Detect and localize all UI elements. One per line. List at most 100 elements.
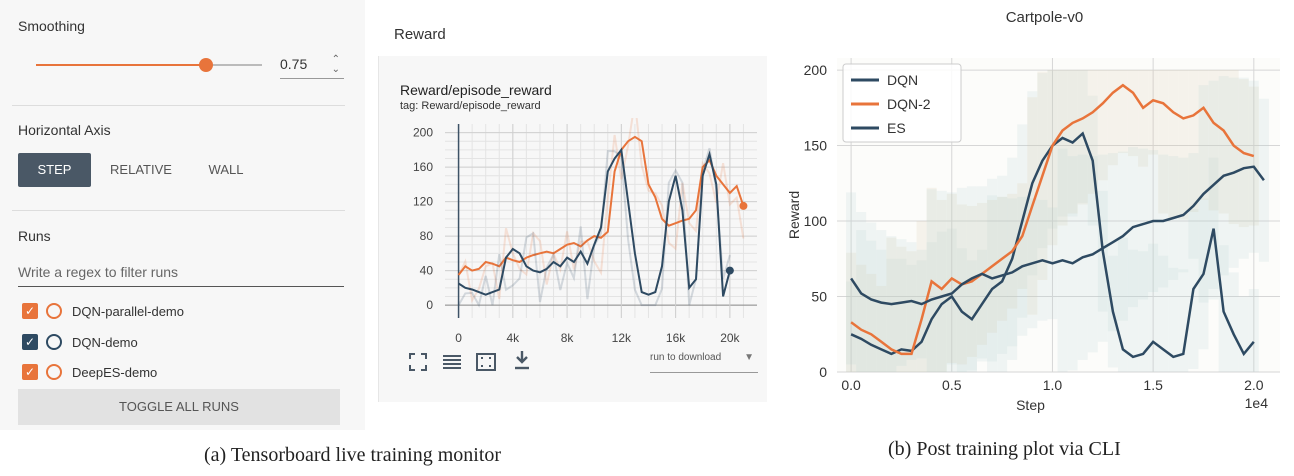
run-color-icon[interactable] [46,364,62,380]
x-tick-label: 0 [455,331,462,345]
chevron-down-icon[interactable]: ▼ [744,352,754,363]
y-tick-label: 0 [426,298,433,312]
confidence-band [987,178,998,372]
axis-step-button[interactable]: STEP [18,153,91,187]
x-axis-multiplier: 1e4 [1245,395,1269,411]
smoothing-slider-fill [36,64,206,66]
chart-card [378,56,767,402]
confidence-band [1077,70,1088,205]
y-tick-label: 160 [413,160,433,174]
chart-title: Reward/episode_reward [400,82,552,98]
y-tick-label: 100 [804,213,828,229]
cli-plot: 0 50 100 150 200 0.0 0.5 1.0 1.5 2.0 Cartpole-v0 St… [786,9,1280,413]
confidence-band [1178,70,1189,220]
fit-domain-icon[interactable] [476,352,496,372]
confidence-band [1198,70,1209,200]
toggle-all-runs-button[interactable]: TOGGLE ALL RUNS [18,389,340,425]
x-tick-label: 1.0 [1043,377,1063,393]
x-tick-label: 16k [666,331,686,345]
checkbox-checked-icon[interactable]: ✓ [22,303,38,319]
confidence-band [1158,70,1169,214]
chart-title: Cartpole-v0 [1006,9,1084,26]
y-tick-label: 40 [420,264,434,278]
y-tick-label: 50 [811,289,827,305]
x-tick-label: 0.0 [841,377,861,393]
confidence-band [1158,255,1169,372]
confidence-band [997,175,1008,372]
run-name: DeepES-demo [72,364,158,380]
confidence-band [1178,269,1189,372]
x-tick-label: 12k [612,331,632,345]
expand-icon[interactable] [408,352,428,372]
confidence-band [936,199,947,372]
confidence-band [896,246,907,372]
x-tick-label: 0.5 [942,377,962,393]
smoothing-value-input[interactable]: 0.75 ⌃ ⌄ [280,54,344,79]
series-line [850,83,1255,356]
legend-label: DQN-2 [887,96,931,112]
run-name: DQN-demo [72,334,138,350]
list-icon[interactable] [442,352,462,372]
confidence-band [876,285,887,372]
y-tick-label: 200 [804,62,828,78]
confidence-band [1208,70,1219,211]
series-line [458,147,731,297]
series-endpoint [725,266,734,275]
confidence-band [1148,243,1159,372]
confidence-band [1218,70,1229,214]
divider [12,210,345,211]
confidence-band [876,230,887,372]
tensorboard-chart[interactable]: 0 40 80 120 160 200 0 4k 8k 12k 16k 20k [395,118,763,348]
confidence-band [1128,70,1139,157]
card-header[interactable]: Reward [378,14,766,56]
confidence-band [1047,70,1058,246]
confidence-band [1128,249,1139,372]
confidence-band [1138,251,1149,372]
x-tick-label: 4k [506,331,520,345]
checkbox-checked-icon[interactable]: ✓ [22,334,38,350]
confidence-band [1097,70,1108,181]
chart-tag: tag: Reward/episode_reward [400,100,541,112]
run-color-icon[interactable] [46,303,62,319]
caption-b: (b) Post training plot via CLI [888,438,1121,460]
axis-relative-button[interactable]: RELATIVE [110,162,172,177]
confidence-band [956,187,967,372]
confidence-band [906,251,917,372]
confidence-band [906,264,917,372]
download-run-label: run to download [650,352,722,363]
download-icon[interactable] [512,350,532,370]
run-filter-input[interactable]: Write a regex to filter runs [18,264,344,287]
checkbox-checked-icon[interactable]: ✓ [22,364,38,380]
run-item[interactable]: ✓ DeepES-demo [22,361,157,383]
legend-label: ES [887,120,906,136]
x-tick-label: 1.5 [1143,377,1163,393]
x-tick-label: 2.0 [1244,377,1264,393]
confidence-band [856,230,867,372]
confidence-band [1168,70,1179,219]
confidence-band [946,192,957,372]
confidence-band [936,190,947,372]
series-raw-line [457,118,745,304]
x-tick-label: 20k [720,331,740,345]
confidence-band [1087,70,1098,194]
run-item[interactable]: ✓ DQN-demo [22,331,138,353]
confidence-band [1238,296,1249,372]
confidence-band [1228,272,1239,372]
horizontal-axis-label: Horizontal Axis [18,122,111,138]
run-item[interactable]: ✓ DQN-parallel-demo [22,300,184,322]
axis-wall-button[interactable]: WALL [208,162,244,177]
confidence-band [1188,70,1199,212]
runs-label: Runs [18,228,51,244]
confidence-band [866,273,877,372]
series-endpoint [739,201,748,210]
x-axis-label: Step [1016,397,1045,413]
y-tick-label: 80 [420,229,434,243]
x-tick-label: 8k [561,331,575,345]
divider [12,105,345,106]
spinner-icon[interactable]: ⌃ ⌄ [331,54,340,75]
download-run-select[interactable]: run to download ▼ [650,352,758,373]
confidence-band [1168,267,1179,372]
confidence-band [876,249,887,372]
smoothing-slider-handle[interactable] [198,58,213,72]
run-color-icon[interactable] [46,334,62,350]
